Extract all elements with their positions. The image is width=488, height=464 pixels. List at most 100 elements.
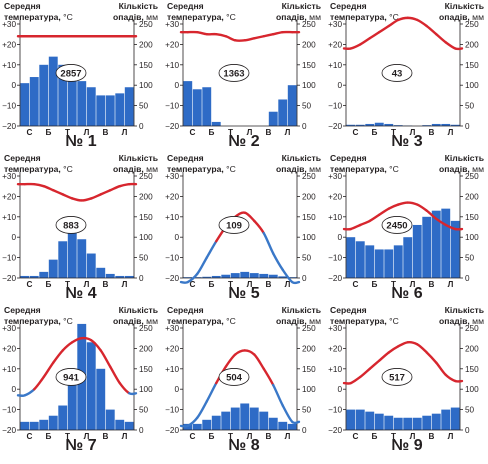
month-label: Б xyxy=(209,280,215,289)
temp-tick-label: −20 xyxy=(165,426,179,435)
precip-tick-label: 250 xyxy=(465,172,479,181)
precip-bar xyxy=(268,417,278,430)
precip-tick-label: 250 xyxy=(302,324,316,333)
temp-tick-label: −20 xyxy=(2,122,16,131)
precip-bar xyxy=(441,409,451,430)
month-label: В xyxy=(103,128,109,137)
temp-tick-label: −20 xyxy=(2,426,16,435)
chart-number-label: № 3 xyxy=(391,133,423,150)
precip-tick-label: 50 xyxy=(302,254,312,263)
month-label: С xyxy=(190,128,196,137)
month-label: Б xyxy=(372,280,378,289)
temperature-axis-title: Середня температура, °C xyxy=(167,305,236,326)
temperature-line-segment xyxy=(406,201,419,206)
prec-unit: мм xyxy=(472,315,484,326)
precip-bar xyxy=(192,89,202,126)
precip-bar xyxy=(259,411,269,430)
prec-title-line2: опадів, xyxy=(439,11,470,22)
temperature-line-segment xyxy=(435,33,447,44)
temp-title-line1: Середня xyxy=(4,305,41,315)
temperature-line-segment xyxy=(368,359,381,370)
temperature-line-segment xyxy=(416,18,428,28)
precip-bar xyxy=(374,249,384,278)
precip-bar xyxy=(39,419,49,430)
month-label: Т xyxy=(228,432,233,441)
precip-tick-label: 250 xyxy=(302,20,316,29)
month-label: Т xyxy=(65,432,70,441)
temperature-line-segment xyxy=(186,416,199,428)
temp-tick-label: −20 xyxy=(328,274,342,283)
precip-tick-label: 50 xyxy=(302,406,312,415)
precip-bar xyxy=(268,111,278,126)
chart-number-label: № 5 xyxy=(228,285,260,302)
precip-bar xyxy=(365,411,375,430)
temperature-line-segment xyxy=(224,35,237,42)
month-label: Л xyxy=(410,128,416,137)
temp-tick-label: 0 xyxy=(337,385,342,394)
temp-tick-label: +20 xyxy=(165,40,179,49)
climate-chart-5: Середня температура, °C Кількість опадів, м… xyxy=(163,152,325,306)
precip-tick-label: 50 xyxy=(139,254,149,263)
precip-bar xyxy=(355,409,365,430)
climate-chart-1: Середня температура, °C Кількість опадів, м… xyxy=(0,0,162,154)
temp-title-line2: температура, xyxy=(330,315,387,326)
temperature-line-segment xyxy=(196,400,208,419)
temperature-line-segment xyxy=(118,381,131,395)
temperature-line-segment xyxy=(128,392,138,396)
temperature-line-segment xyxy=(291,280,301,285)
month-label: В xyxy=(429,128,435,137)
temperature-line-segment xyxy=(61,341,74,352)
precipitation-axis-title: Кількість опадів, мм xyxy=(113,153,158,174)
precip-bar xyxy=(48,56,58,126)
prec-title-line1: Кількість xyxy=(281,305,321,315)
chart-number-label: № 9 xyxy=(391,437,423,454)
precip-bar xyxy=(393,245,403,278)
month-label: Л xyxy=(448,280,454,289)
precip-bar xyxy=(58,64,68,126)
precip-bar xyxy=(29,421,39,430)
temp-tick-label: +30 xyxy=(328,324,342,333)
temp-title-line2: температура, xyxy=(167,315,224,326)
temperature-line-segment xyxy=(80,197,93,202)
chart-plot-8: +30 +20 +10 0 −10 −20 250 200 150 100 50 0 С Б Т Л В Л 504 xyxy=(165,324,316,441)
temperature-line-segment xyxy=(406,341,419,346)
temperature-line-segment xyxy=(224,353,237,368)
temperature-line-segment xyxy=(109,185,121,192)
precip-bar xyxy=(202,419,212,430)
temperature-line-segment xyxy=(359,367,371,379)
temp-title-line1: Середня xyxy=(4,153,41,163)
precip-tick-label: 0 xyxy=(465,426,470,435)
prec-title-line1: Кількість xyxy=(118,1,158,11)
precip-bar xyxy=(86,87,96,126)
temp-tick-label: +30 xyxy=(2,172,16,181)
temperature-axis-title: Середня температура, °C xyxy=(4,153,73,174)
temp-title-line2: температура, xyxy=(330,163,387,174)
month-label: С xyxy=(27,432,33,441)
temp-tick-label: +20 xyxy=(2,344,16,353)
month-label: Т xyxy=(391,432,396,441)
precip-bar xyxy=(86,253,96,278)
precip-bar xyxy=(124,421,134,430)
temperature-line-segment xyxy=(186,272,199,284)
precip-bar xyxy=(365,245,375,278)
month-label: С xyxy=(353,128,359,137)
precip-tick-label: 250 xyxy=(465,324,479,333)
precip-tick-label: 150 xyxy=(302,61,316,70)
climate-chart-4: Середня температура, °C Кількість опадів, м… xyxy=(0,152,162,306)
annual-precip-oval xyxy=(381,64,413,82)
temp-tick-label: +30 xyxy=(165,20,179,29)
precip-tick-label: 0 xyxy=(302,426,307,435)
temp-tick-label: +30 xyxy=(165,324,179,333)
temp-title-line1: Середня xyxy=(330,153,367,163)
temperature-line-segment xyxy=(42,185,55,192)
precip-bar xyxy=(58,405,68,430)
month-label: Л xyxy=(285,280,291,289)
month-label: Л xyxy=(84,280,90,289)
temp-title-line1: Середня xyxy=(167,153,204,163)
precip-tick-label: 200 xyxy=(302,40,316,49)
temperature-line-segment xyxy=(378,207,390,216)
precip-tick-label: 250 xyxy=(302,172,316,181)
precip-bar xyxy=(202,87,212,126)
temperature-line-segment xyxy=(90,339,102,352)
